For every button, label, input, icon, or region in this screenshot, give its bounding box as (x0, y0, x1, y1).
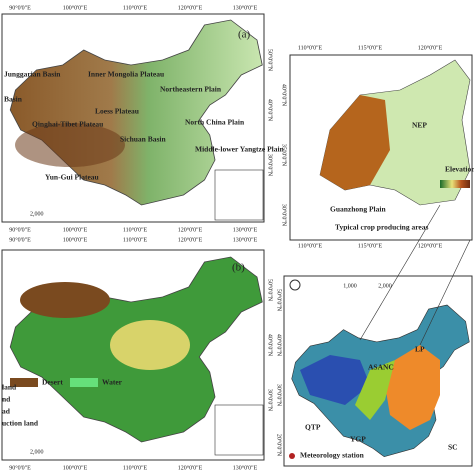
legend-swatch (10, 378, 38, 387)
axis-label: 100°0'0"E (63, 226, 88, 233)
axis-label: 110°0'0"E (298, 44, 323, 51)
panel-label: (b) (232, 262, 245, 274)
axis-label: 110°0'0"E (298, 242, 323, 249)
axis-label: 100°0'0"E (63, 4, 88, 11)
scale-label: 2,000 (30, 449, 44, 455)
legend-swatch (70, 378, 98, 387)
axis-label: 110°0'0"E (123, 236, 148, 243)
axis-label: 110°0'0"E (123, 226, 148, 233)
place-label: Sichuan Basin (120, 135, 166, 144)
region-label: YGP (350, 435, 366, 444)
axis-label: 30°0'0"N (281, 204, 288, 227)
region-label: ASANC (368, 363, 394, 372)
axis-label: 90°0'0"E (9, 464, 31, 471)
south-sea-inset (214, 404, 264, 456)
legend-marker (289, 453, 295, 459)
axis-label: 40°0'0"N (267, 334, 274, 357)
legend-label: uction land (2, 419, 39, 428)
elevation-bar (440, 180, 470, 188)
scale-label: 2,000 (30, 211, 44, 217)
axis-label: 120°0'0"E (178, 4, 203, 11)
place-label: NEP (412, 121, 427, 130)
axis-label: 130°0'0"E (233, 236, 258, 243)
axis-label: 35°0'0"N (281, 144, 288, 167)
place-label: Northeastern Plain (160, 85, 222, 94)
place-label: Inner Mongolia Plateau (88, 70, 164, 79)
axis-label: 130°0'0"E (233, 226, 258, 233)
legend-label: ad (2, 407, 11, 416)
legend-label: land (2, 383, 17, 392)
axis-label: 120°0'0"E (178, 464, 203, 471)
axis-label: 100°0'0"E (63, 236, 88, 243)
cropland-area (110, 320, 190, 370)
axis-label: 40°0'0"N (281, 84, 288, 107)
connector (359, 204, 441, 341)
south-sea-inset (214, 169, 264, 221)
axis-label: 50°0'0"N (276, 289, 283, 312)
place-label: Guanzhong Plain (330, 205, 386, 214)
axis-label: 115°0'0"E (358, 242, 383, 249)
axis-label: 115°0'0"E (358, 44, 383, 51)
axis-label: 30°0'0"N (276, 384, 283, 407)
axis-label: 120°0'0"E (178, 226, 203, 233)
axis-label: 30°0'0"N (267, 389, 274, 412)
axis-label: 120°0'0"E (178, 236, 203, 243)
legend-label: Water (102, 378, 123, 387)
region-label: LP (415, 345, 425, 354)
axis-label: 100°0'0"E (63, 464, 88, 471)
place-label: Loess Plateau (95, 107, 139, 116)
scale-label: 2,000 (378, 283, 392, 289)
place-label: North China Plain (185, 118, 245, 127)
axis-label: 90°0'0"E (9, 236, 31, 243)
connector (419, 239, 471, 346)
axis-label: 40°0'0"N (267, 99, 274, 122)
legend-title: Elevation (445, 165, 474, 174)
axis-label: 120°0'0"E (418, 242, 443, 249)
place-label: Basin (4, 95, 23, 104)
axis-label: 130°0'0"E (233, 464, 258, 471)
axis-label: 40°0'0"N (276, 334, 283, 357)
ygp-region (355, 360, 395, 420)
place-label: Junggarian Basin (4, 70, 61, 79)
compass (289, 279, 301, 291)
caption: Typical crop producing areas (335, 223, 428, 232)
loess-area (320, 95, 390, 190)
axis-label: 110°0'0"E (123, 464, 148, 471)
axis-label: 30°0'0"N (267, 154, 274, 177)
qtp-region (300, 355, 370, 405)
place-label: Yun-Gui Plateau (45, 173, 99, 182)
desert-area (20, 282, 110, 318)
legend-label: Desert (42, 378, 63, 387)
legend-label: nd (2, 395, 11, 404)
axis-label: 110°0'0"E (123, 4, 148, 11)
sc-region (385, 345, 440, 430)
region-label: QTP (305, 423, 321, 432)
axis-label: 90°0'0"E (9, 4, 31, 11)
legend-label: Meteorology station (300, 451, 365, 460)
axis-label: 130°0'0"E (233, 4, 258, 11)
axis-label: 50°0'0"N (267, 279, 274, 302)
region-label: SC (448, 443, 458, 452)
panel-label: (a) (238, 29, 251, 41)
axis-label: 50°0'0"N (267, 49, 274, 72)
axis-label: 90°0'0"E (9, 226, 31, 233)
place-label: Qinghai-Tibet Plateau (32, 120, 103, 129)
axis-label: 120°0'0"E (418, 44, 443, 51)
axis-label: 20°0'0"N (276, 434, 283, 457)
place-label: Middle-lower Yangtze Plain (195, 145, 285, 154)
scale-label: 1,000 (343, 283, 357, 289)
tibet-shade (15, 123, 125, 167)
